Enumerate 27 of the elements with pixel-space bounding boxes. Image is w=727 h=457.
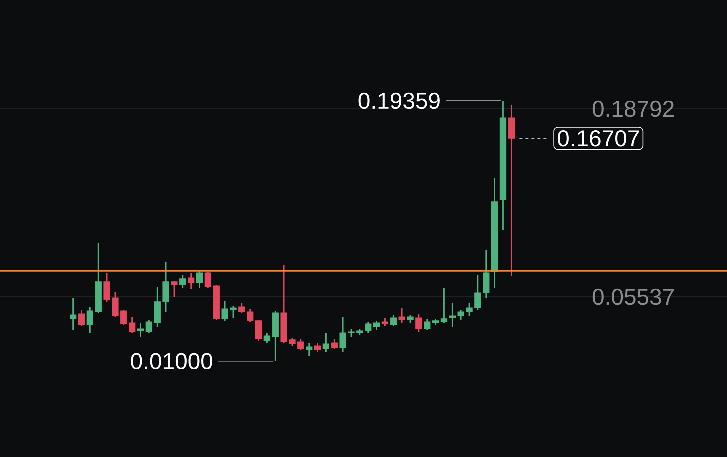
candlestick (255, 319, 262, 342)
candlestick (204, 271, 212, 289)
candlestick (424, 318, 431, 331)
annotation: 0.01000 (131, 353, 213, 370)
text: 0.16707 (558, 130, 640, 147)
candlestick (78, 309, 86, 327)
candlestick (331, 338, 338, 350)
candlestick (508, 104, 515, 277)
candlestick (398, 307, 406, 324)
candlestick (390, 314, 397, 327)
candlestick (440, 287, 448, 324)
candlestick (180, 274, 186, 289)
candlestick (196, 269, 204, 289)
candlestick (188, 272, 195, 290)
y-tick-label: 0.05537 (592, 288, 674, 306)
candlestick (306, 342, 313, 357)
candlestick (264, 332, 271, 344)
candlestick (171, 280, 178, 298)
candlestick (128, 316, 136, 334)
candlestick (373, 320, 380, 331)
candlestick (70, 297, 77, 331)
candlestick (416, 313, 422, 333)
annotation: 0.19359 (358, 92, 440, 110)
candlestick (272, 310, 279, 362)
candlestick (137, 322, 144, 338)
y-tick-label: 0.18792 (592, 100, 674, 118)
candlestick (322, 332, 330, 353)
